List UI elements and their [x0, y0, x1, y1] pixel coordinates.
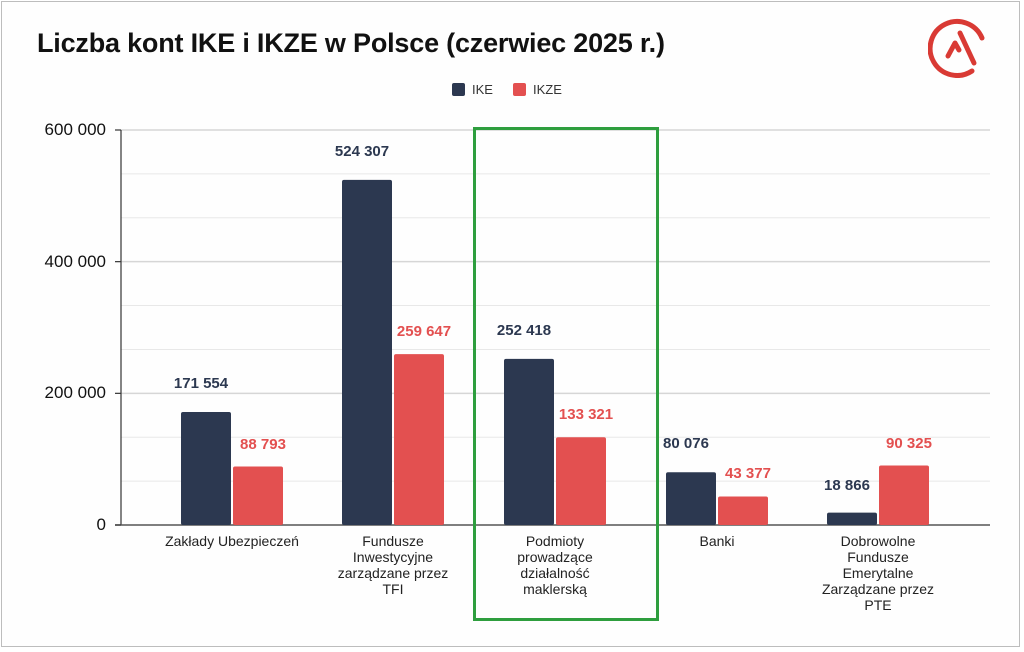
- bar-ikze: [879, 465, 929, 525]
- x-category-label: Zakłady Ubezpieczeń: [165, 533, 299, 549]
- bar-value-label: 133 321: [558, 406, 614, 424]
- bar-value-label: 252 418: [496, 321, 552, 339]
- y-tick-label: 0: [96, 515, 106, 534]
- x-category-label: Banki: [699, 533, 735, 549]
- bar-value-label: 90 325: [886, 434, 932, 452]
- legend-label-ike: IKE: [472, 82, 493, 97]
- x-category-label: Podmioty prowadzące działalność maklerską: [517, 533, 593, 597]
- bar-value-label: 80 076: [663, 435, 709, 453]
- bar-ike: [666, 472, 716, 525]
- bar-value-label: 88 793: [240, 435, 286, 453]
- legend-item-ike: IKE: [452, 82, 493, 97]
- bar-ikze: [556, 437, 606, 525]
- legend-swatch-ike: [452, 83, 465, 96]
- bar-value-label: 18 866: [824, 476, 870, 494]
- legend-swatch-ikze: [512, 83, 526, 96]
- chart-title: Liczba kont IKE i IKZE w Polsce (czerwie…: [37, 28, 665, 58]
- legend: IKE IKZE: [452, 82, 582, 97]
- bar-ike: [827, 512, 877, 525]
- bar-ike: [181, 412, 231, 525]
- x-category-label: Fundusze Inwestycyjne zarządzane przez TFI: [337, 533, 449, 597]
- bar-ikze: [718, 496, 768, 525]
- bar-ikze: [394, 354, 444, 525]
- bar-value-label: 524 307: [334, 142, 390, 160]
- highlight-box: [473, 127, 659, 621]
- y-tick-label: 200 000: [44, 383, 106, 403]
- bar-value-label: 43 377: [725, 465, 771, 483]
- legend-label-ikze: IKZE: [532, 82, 562, 97]
- bar-ike: [342, 179, 392, 525]
- bar-ikze: [233, 466, 283, 525]
- bar-ike: [504, 358, 554, 525]
- y-tick-label: 400 000: [44, 251, 106, 271]
- circle-chevron-logo-icon: [928, 19, 985, 78]
- y-tick-label: 600 000: [44, 120, 106, 139]
- x-category-label: Dobrowolne Fundusze Emerytalne Zarządzane p…: [821, 533, 935, 613]
- bar-value-label: 171 554: [173, 375, 229, 393]
- bar-value-label: 259 647: [396, 323, 452, 341]
- legend-item-ikze: IKZE: [512, 82, 562, 97]
